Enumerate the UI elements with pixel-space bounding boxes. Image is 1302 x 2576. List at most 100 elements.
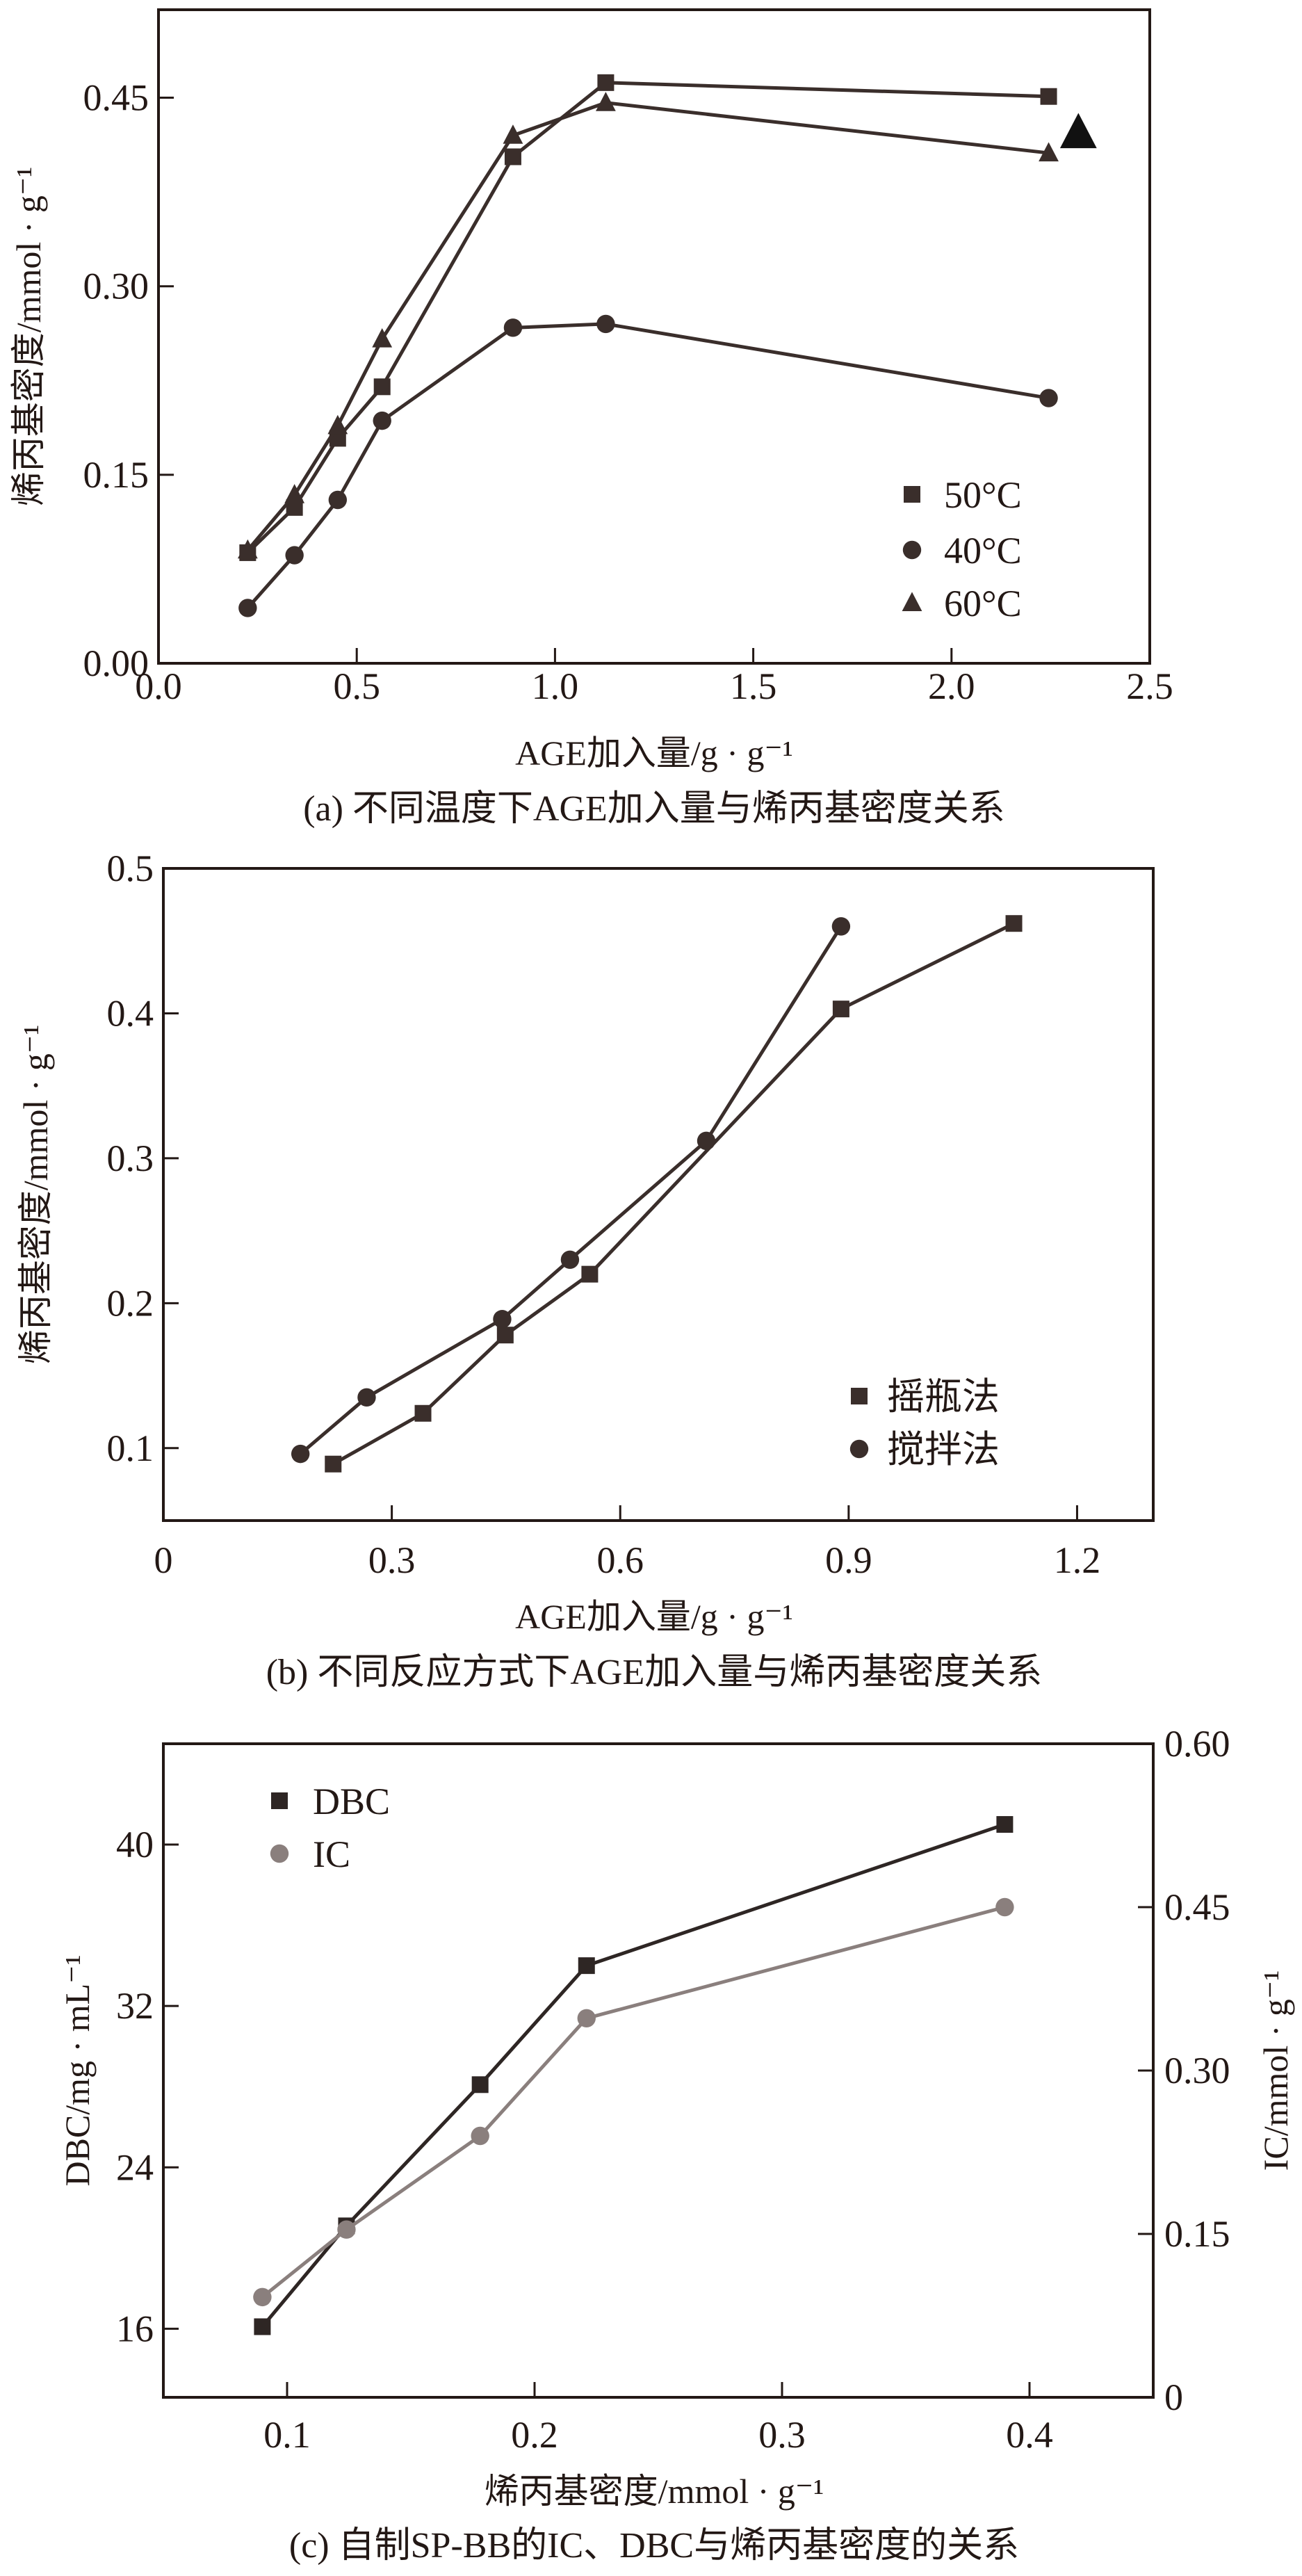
y-axis-label-a: 烯丙基密度/mmol · g⁻¹	[9, 167, 48, 507]
x-tick-label: 1.5	[730, 665, 777, 707]
y-right-tick-label: 0	[1164, 2376, 1183, 2418]
data-point-circle	[577, 2009, 596, 2027]
data-point-circle	[831, 917, 851, 936]
legend-label: 搅拌法	[887, 1429, 1000, 1471]
legend-label: 60°C	[944, 583, 1022, 624]
data-point-circle	[560, 1250, 580, 1270]
data-point-square	[996, 1816, 1014, 1833]
y-tick-label: 0.00	[83, 642, 149, 684]
plot-frame	[157, 8, 1151, 665]
caption-a: (a) 不同温度下AGE加入量与烯丙基密度关系	[303, 789, 1005, 829]
data-point-square	[578, 1957, 595, 1975]
x-tick-label: 0.1	[263, 2414, 311, 2456]
legend-marker-circle	[902, 540, 922, 560]
data-point-square	[325, 1455, 342, 1473]
x-axis-label-b: AGE加入量/g · g⁻¹	[515, 1597, 793, 1636]
data-point-triangle	[1039, 142, 1059, 162]
y-axis-label-right-c: IC/mmol · g⁻¹	[1256, 1970, 1295, 2171]
y-right-tick-label: 0.45	[1164, 1886, 1230, 1928]
y-tick-label: 32	[116, 1985, 154, 2027]
legend-marker-square	[271, 1792, 288, 1809]
x-tick-label: 0.3	[368, 1539, 416, 1581]
y-tick-label: 0.4	[107, 992, 154, 1034]
data-point-circle	[238, 599, 257, 617]
x-tick-label: 0.0	[135, 665, 182, 707]
x-tick-label: 0.5	[333, 665, 380, 707]
series-line-0	[261, 1822, 1006, 2328]
x-tick-label: 0.4	[1006, 2414, 1053, 2456]
legend-marker-square	[851, 1388, 868, 1404]
data-point-square	[496, 1327, 514, 1344]
y-axis-label-left-c: DBC/mg · mL⁻¹	[58, 1954, 97, 2186]
series-line-1	[299, 925, 843, 1456]
plot-frame	[162, 867, 1155, 1522]
legend-label: 摇瓶法	[887, 1376, 1000, 1418]
data-point-square	[471, 2076, 489, 2093]
chart-a: (a) 不同温度下AGE加入量与烯丙基密度关系 AGE加入量/g · g⁻¹ 烯…	[9, 8, 1173, 829]
series-line-1	[261, 1905, 1006, 2299]
plot-frame	[162, 1742, 1155, 2399]
legend-label: 50°C	[944, 474, 1022, 516]
data-point-square	[504, 148, 521, 165]
data-point-circle	[995, 1897, 1014, 1917]
legend-label: DBC	[313, 1781, 390, 1822]
series-line-0	[246, 81, 1049, 554]
y-axis-label-b: 烯丙基密度/mmol · g⁻¹	[16, 1025, 55, 1365]
data-point-triangle	[372, 328, 393, 348]
legend-marker-triangle	[902, 592, 922, 611]
x-tick-label: 0.9	[825, 1539, 872, 1581]
x-tick-label: 0.6	[596, 1539, 644, 1581]
data-point-square	[254, 2318, 271, 2335]
x-tick-label: 0.3	[758, 2414, 806, 2456]
chart-c: (c) 自制SP-BB的IC、DBC与烯丙基密度的关系 烯丙基密度/mmol ·…	[58, 1723, 1295, 2566]
y-tick-label: 24	[116, 2146, 154, 2188]
data-point-circle	[357, 1388, 376, 1407]
data-point-square	[597, 74, 615, 91]
x-tick-label: 1.2	[1054, 1539, 1101, 1581]
x-tick-label: 0.2	[511, 2414, 558, 2456]
data-point-circle	[503, 318, 523, 337]
y-tick-label: 0.45	[83, 77, 149, 119]
caption-c: (c) 自制SP-BB的IC、DBC与烯丙基密度的关系	[289, 2526, 1019, 2566]
x-tick-label: 1.0	[532, 665, 579, 707]
data-point-circle	[493, 1310, 512, 1329]
data-point-circle	[1039, 389, 1058, 407]
caption-b: (b) 不同反应方式下AGE加入量与烯丙基密度关系	[266, 1653, 1043, 1692]
x-axis-label-c: 烯丙基密度/mmol · g⁻¹	[485, 2472, 824, 2511]
data-point-triangle	[284, 484, 305, 503]
y-tick-label: 16	[116, 2308, 154, 2349]
x-tick-label: 0	[154, 1539, 173, 1581]
data-point-square	[414, 1404, 432, 1422]
y-tick-label: 40	[116, 1824, 154, 1865]
y-tick-label: 0.2	[107, 1282, 154, 1324]
data-point-circle	[285, 546, 304, 565]
data-point-circle	[373, 411, 391, 430]
data-point-square	[1040, 88, 1057, 105]
y-right-tick-label: 0.30	[1164, 2050, 1230, 2091]
data-point-circle	[596, 314, 615, 334]
y-tick-label: 0.1	[107, 1427, 154, 1469]
legend-marker-square	[904, 486, 920, 503]
legend-marker-circle	[849, 1439, 869, 1459]
data-point-triangle	[596, 92, 616, 111]
legend-label: IC	[313, 1833, 350, 1875]
series-line-0	[332, 921, 1015, 1466]
data-point-circle	[471, 2126, 489, 2146]
data-point-circle	[253, 2287, 272, 2307]
data-point-square	[1005, 915, 1023, 932]
data-point-square	[373, 378, 391, 396]
data-point-square	[581, 1265, 599, 1283]
y-tick-label: 0.30	[83, 266, 149, 307]
annotation-triangle	[1059, 113, 1097, 149]
x-tick-label: 2.5	[1126, 665, 1173, 707]
data-point-circle	[337, 2220, 356, 2239]
x-tick-label: 2.0	[928, 665, 975, 707]
data-point-triangle	[327, 414, 348, 435]
y-tick-label: 0.5	[107, 848, 154, 889]
series-line-2	[246, 101, 1049, 551]
data-point-circle	[328, 490, 348, 510]
data-point-square	[832, 1001, 849, 1018]
data-point-triangle	[503, 124, 523, 144]
legend-label: 40°C	[944, 530, 1022, 572]
